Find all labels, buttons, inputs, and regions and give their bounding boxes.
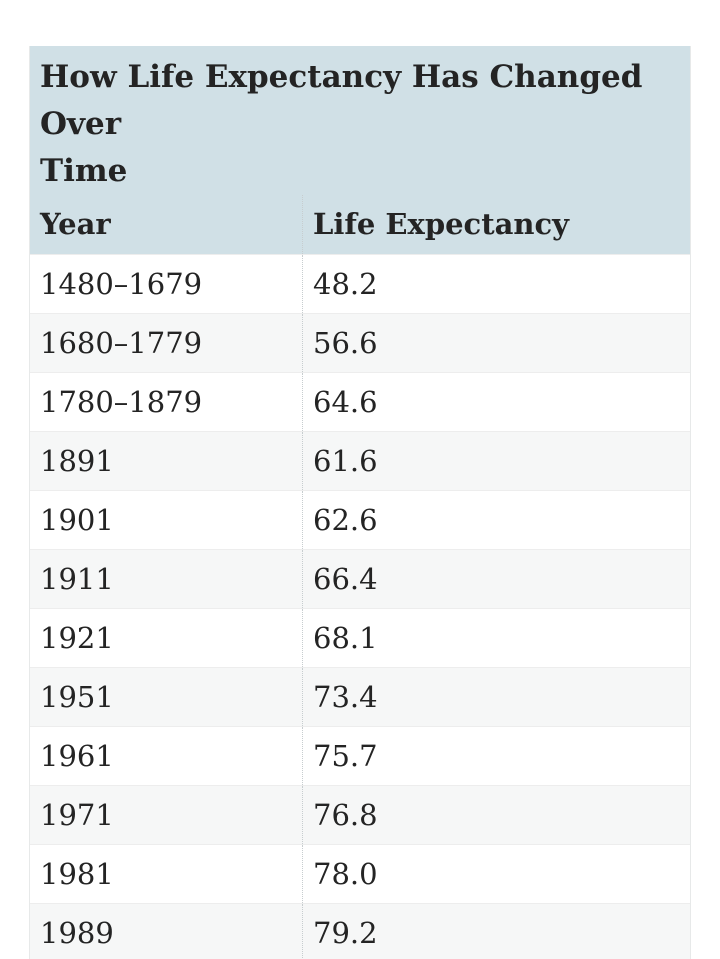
table-row: 1981 78.0 (30, 844, 690, 903)
table-row: 1680–1779 56.6 (30, 313, 690, 372)
year-column-header: Year (30, 195, 303, 254)
value-cell: 79.2 (313, 916, 378, 950)
year-cell: 1921 (30, 609, 303, 667)
column-header-row: Year Life Expectancy (30, 195, 690, 254)
year-cell: 1961 (30, 727, 303, 785)
value-column-header: Life Expectancy (313, 207, 569, 241)
value-cell: 76.8 (313, 798, 378, 832)
table-row: 1971 76.8 (30, 785, 690, 844)
value-cell: 62.6 (313, 503, 378, 537)
table-row: 1961 75.7 (30, 726, 690, 785)
value-cell: 61.6 (313, 444, 378, 478)
value-cell: 66.4 (313, 562, 378, 596)
table-row: 1921 68.1 (30, 608, 690, 667)
year-cell: 1989 (30, 904, 303, 959)
table-body: 1480–1679 48.2 1680–1779 56.6 1780–1879 … (30, 254, 690, 959)
life-expectancy-table: How Life Expectancy Has Changed Over Tim… (29, 46, 691, 959)
table-row: 1911 66.4 (30, 549, 690, 608)
table-row: 1891 61.6 (30, 431, 690, 490)
value-cell: 48.2 (313, 267, 378, 301)
value-cell: 75.7 (313, 739, 378, 773)
table-row: 1951 73.4 (30, 667, 690, 726)
year-cell: 1981 (30, 845, 303, 903)
table-row: 1480–1679 48.2 (30, 254, 690, 313)
year-cell: 1901 (30, 491, 303, 549)
year-cell: 1480–1679 (30, 255, 303, 313)
table-row: 1901 62.6 (30, 490, 690, 549)
year-cell: 1891 (30, 432, 303, 490)
year-cell: 1951 (30, 668, 303, 726)
value-cell: 56.6 (313, 326, 378, 360)
year-cell: 1911 (30, 550, 303, 608)
table-title-line2: Time (40, 153, 128, 189)
year-cell: 1971 (30, 786, 303, 844)
value-cell: 78.0 (313, 857, 378, 891)
year-cell: 1680–1779 (30, 314, 303, 372)
table-title-line1: How Life Expectancy Has Changed Over (40, 59, 643, 142)
value-cell: 64.6 (313, 385, 378, 419)
value-cell: 73.4 (313, 680, 378, 714)
year-cell: 1780–1879 (30, 373, 303, 431)
table-row: 1780–1879 64.6 (30, 372, 690, 431)
value-cell: 68.1 (313, 621, 378, 655)
table-row: 1989 79.2 (30, 903, 690, 959)
table-header: How Life Expectancy Has Changed Over Tim… (30, 46, 690, 254)
table-title: How Life Expectancy Has Changed Over Tim… (30, 46, 690, 195)
